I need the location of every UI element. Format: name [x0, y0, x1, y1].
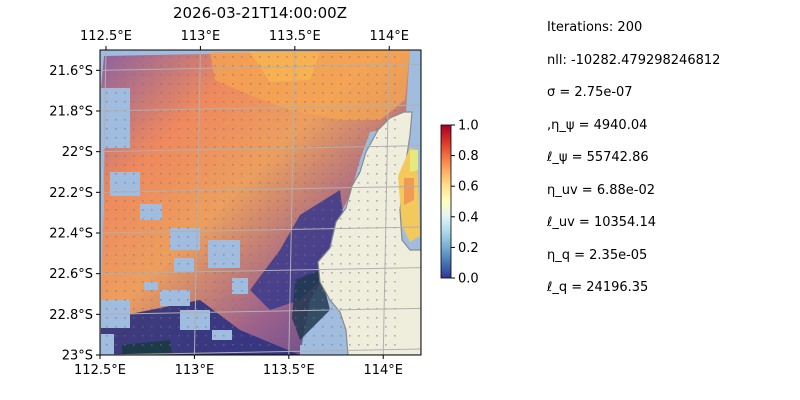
- grid-line-lon: [100, 50, 107, 355]
- ell-uv-text: ℓ_uv = 10354.14: [547, 215, 656, 230]
- colorbar-tick-label: 0.2: [458, 241, 479, 256]
- y-tick-label: 23°S: [62, 349, 93, 364]
- y-tick-label: 21.6°S: [49, 64, 93, 79]
- y-tick-label: 22°S: [62, 145, 93, 160]
- eta-uv-text: η_uv = 6.88e-02: [547, 182, 656, 198]
- iterations-text: Iterations: 200: [547, 20, 643, 35]
- coast-land: [317, 50, 421, 355]
- colorbar-tick-label: 0.4: [458, 210, 479, 225]
- eta-q-text: η_q = 2.35e-05: [547, 247, 648, 263]
- stats-panel: Iterations: 200 nll: -10282.479298246812…: [547, 20, 720, 313]
- sigma-text: σ = 2.75e-07: [547, 85, 633, 100]
- y-tick-label: 22.4°S: [49, 227, 93, 242]
- grid-line-lon: [193, 50, 201, 355]
- x-tick-label-top: 113°E: [181, 29, 221, 44]
- masked-cells: [100, 88, 346, 355]
- y-tick-label: 22.8°S: [49, 308, 93, 323]
- y-tick-label: 22.2°S: [49, 186, 93, 201]
- grid-line-lat: [100, 307, 421, 315]
- grid-line-lat: [100, 226, 421, 234]
- colorbar: [440, 124, 452, 279]
- y-tick-label: 22.6°S: [49, 267, 93, 282]
- x-tick-label-top: 112.5°E: [80, 29, 132, 44]
- grid-line-lat: [100, 63, 421, 71]
- ell-psi-text: ℓ_ψ = 55742.86: [547, 150, 649, 165]
- x-tick-label-top: 114°E: [369, 29, 409, 44]
- map-frame: [99, 49, 422, 356]
- grid-line-lat: [100, 267, 421, 275]
- nll-text: nll: -10282.479298246812: [547, 52, 721, 68]
- x-tick-label-top: 113.5°E: [269, 29, 321, 44]
- x-tick-label-bottom: 114°E: [363, 363, 403, 378]
- grid-line-lat: [100, 348, 421, 355]
- grid-line-lat: [100, 104, 421, 112]
- x-tick-label-bottom: 113°E: [175, 363, 215, 378]
- grid-line-lat: [100, 145, 421, 153]
- grid-line-lat: [100, 185, 421, 193]
- x-tick-label-bottom: 112.5°E: [74, 363, 126, 378]
- colorbar-tick-label: 0.0: [458, 272, 479, 287]
- colorbar-tick-label: 0.8: [458, 149, 479, 164]
- chart-title: 2026-03-21T14:00:00Z: [173, 4, 347, 22]
- heat-field: [100, 50, 410, 355]
- colorbar-tick-label: 1.0: [458, 119, 479, 134]
- colorbar-tick-label: 0.6: [458, 180, 479, 195]
- eta-psi-text: ,η_ψ = 4940.04: [547, 117, 648, 133]
- grid-line-lon: [382, 50, 390, 355]
- x-tick-label-bottom: 113.5°E: [263, 363, 315, 378]
- y-tick-label: 21.8°S: [49, 105, 93, 120]
- grid-line-lon: [288, 50, 296, 355]
- ell-q-text: ℓ_q = 24196.35: [547, 280, 649, 295]
